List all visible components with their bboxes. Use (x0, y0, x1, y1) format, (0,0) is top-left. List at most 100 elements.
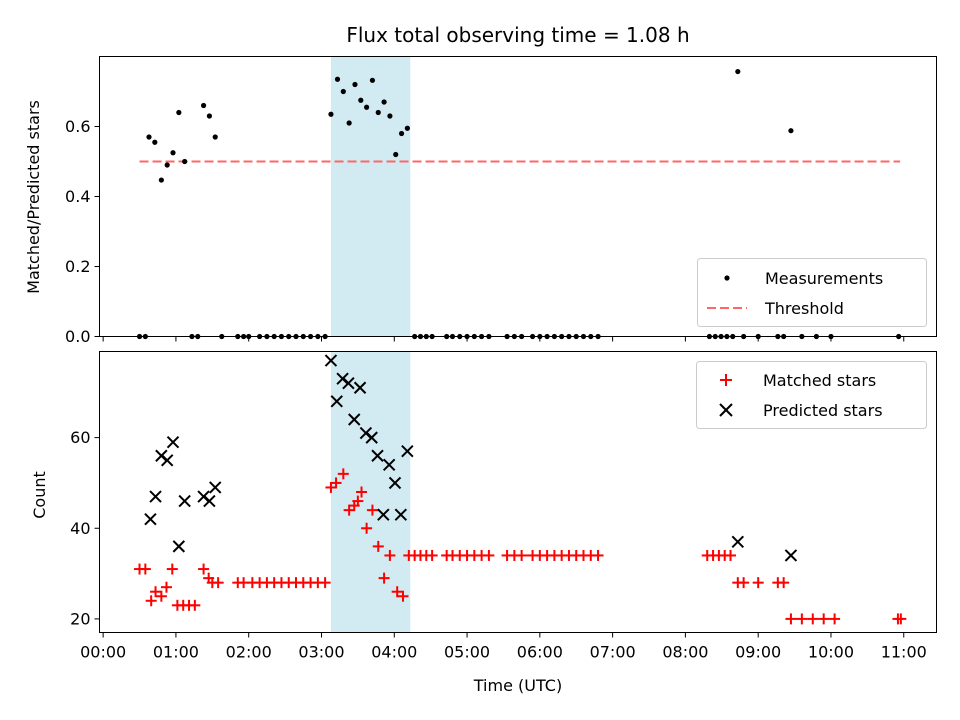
measurement-point (381, 99, 387, 105)
legend-threshold-label: Threshold (764, 299, 844, 318)
predicted-stars-points (144, 354, 798, 562)
legend-matched-label: Matched stars (763, 371, 876, 390)
x-tick-label: 01:00 (153, 643, 199, 662)
measurement-point (352, 81, 358, 88)
measurement-point (735, 68, 741, 75)
predicted-star-point (388, 476, 402, 490)
matched-star-point (725, 549, 737, 561)
matched-star-point (516, 549, 528, 561)
predicted-star-point (330, 395, 343, 408)
matched-star-point (785, 613, 797, 625)
measurement-point (182, 158, 188, 165)
predicted-star-point (324, 354, 338, 367)
predicted-star-point (342, 377, 355, 390)
top-panel: 0.0 0.2 0.4 0.6 Matched/Predicted stars Mea… (24, 56, 937, 346)
matched-star-point (592, 549, 604, 561)
matched-star-point (145, 595, 157, 607)
matched-star-point (166, 563, 178, 575)
legend-matched-marker (720, 374, 732, 386)
measurement-point (146, 134, 152, 140)
measurement-point (164, 162, 170, 168)
x-tick-label: 02:00 (226, 643, 272, 662)
predicted-star-point (353, 381, 367, 394)
highlight-span-rect (330, 351, 411, 633)
predicted-star-point (401, 445, 414, 458)
measurement-point (158, 177, 164, 183)
measurement-point (393, 151, 399, 158)
chart-title: Flux total observing time = 1.08 h (346, 23, 689, 47)
predicted-star-point (348, 413, 361, 426)
y-tick-label: 0.2 (65, 257, 90, 276)
measurement-point (152, 139, 158, 145)
y-tick-label: 0.4 (65, 187, 90, 206)
x-tick-label: 10:00 (808, 643, 854, 662)
matched-star-point (189, 599, 201, 611)
matched-star-point (397, 590, 409, 602)
x-tick-label: 09:00 (735, 643, 781, 662)
x-axis-label: Time (UTC) (473, 676, 562, 695)
matched-star-point (366, 504, 378, 516)
predicted-star-point (160, 454, 174, 467)
matched-star-point (155, 590, 167, 602)
matched-star-point (778, 577, 790, 589)
x-tick-label: 07:00 (590, 643, 636, 662)
predicted-star-point (784, 549, 798, 562)
matched-star-point (361, 522, 373, 534)
matched-star-point (829, 613, 841, 625)
predicted-star-point (172, 540, 186, 553)
measurement-point (340, 88, 346, 95)
measurement-point (387, 113, 393, 119)
x-tick-label: 06:00 (517, 643, 563, 662)
measurement-point (206, 113, 213, 119)
measurement-point (346, 120, 352, 126)
x-tick-label: 08:00 (662, 643, 708, 662)
bottom-plot-frame (99, 351, 937, 633)
matched-star-point (895, 613, 907, 625)
highlight-span-bottom (330, 351, 411, 633)
measurement-point (328, 111, 334, 117)
measurement-point (404, 125, 410, 131)
measurement-point (369, 77, 376, 83)
x-tick-label: 04:00 (371, 643, 417, 662)
matched-star-point (150, 586, 162, 598)
predicted-star-point (394, 508, 408, 521)
top-legend-frame (697, 258, 927, 327)
predicted-star-point (203, 494, 216, 508)
predicted-star-point (166, 435, 180, 449)
matched-star-point (356, 486, 368, 498)
matched-star-point (319, 577, 331, 589)
x-tick-label: 00:00 (80, 643, 126, 662)
top-legend: Measurements Threshold (697, 258, 927, 327)
matched-star-point (483, 549, 495, 561)
y-tick-label: 0.0 (65, 327, 90, 346)
matched-stars-points (134, 468, 907, 625)
matched-star-point (818, 613, 830, 625)
bottom-x-axis-ticks: 00:00 01:00 02:00 03:00 04:00 05:00 06:00 07:00… (80, 632, 927, 662)
matched-star-point (738, 577, 750, 589)
measurement-point (176, 109, 182, 116)
predicted-star-point (149, 490, 162, 503)
matched-star-point (807, 613, 819, 625)
highlight-span-rect (330, 56, 411, 337)
bottom-y-axis-ticks: 20 40 60 (70, 428, 100, 628)
predicted-star-point (377, 508, 390, 521)
matched-star-point (352, 495, 364, 507)
measurement-point (364, 104, 370, 110)
matched-star-point (160, 581, 172, 593)
top-y-axis-label: Matched/Predicted stars (24, 100, 43, 294)
bottom-y-axis-label: Count (30, 471, 49, 519)
measurement-point (375, 109, 381, 116)
measurement-point (334, 76, 341, 82)
legend-measurements-label: Measurements (765, 269, 883, 288)
matched-star-point (212, 577, 224, 589)
matched-star-point (796, 613, 808, 625)
predicted-star-point (178, 494, 191, 508)
matched-star-point (330, 477, 342, 489)
legend-predicted-marker (719, 403, 733, 417)
highlight-span-top (330, 56, 411, 337)
y-tick-label: 20 (70, 609, 90, 628)
matched-star-point (426, 549, 438, 561)
matched-star-point (384, 549, 396, 561)
